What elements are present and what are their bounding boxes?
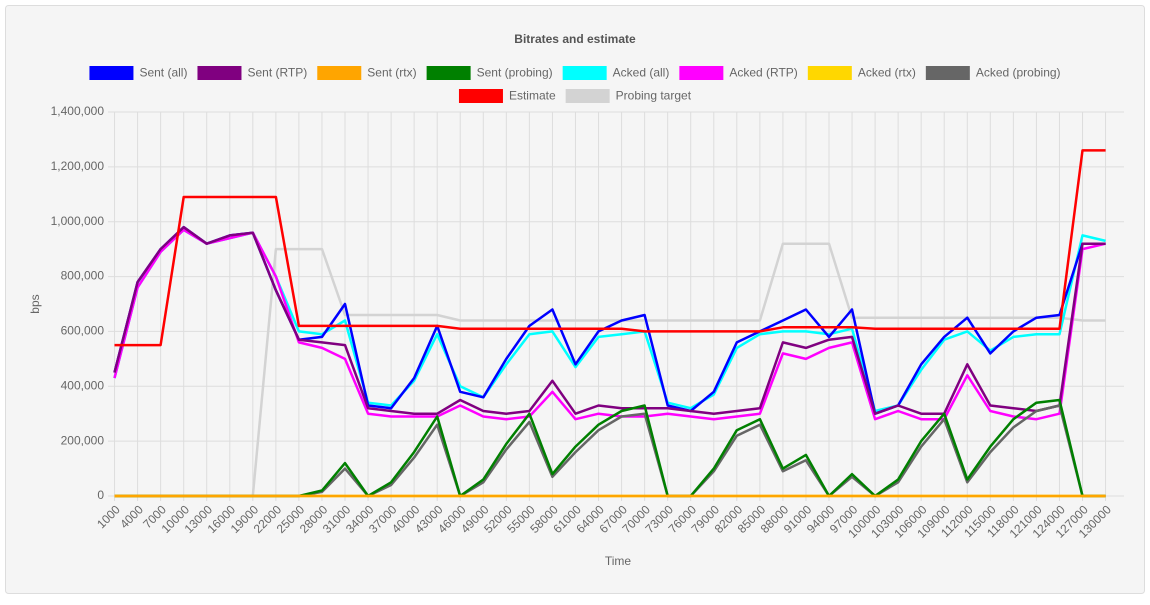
legend-swatch [565, 89, 610, 103]
y-tick-label: 0 [97, 488, 104, 502]
y-tick-label: 400,000 [61, 378, 105, 392]
legend-label: Acked (RTP) [729, 66, 797, 80]
legend-label: Sent (RTP) [247, 66, 307, 80]
legend-item: Sent (all) [89, 66, 187, 80]
legend-label: Estimate [509, 89, 556, 103]
legend-label: Sent (all) [139, 66, 187, 80]
y-tick-label: 1,400,000 [51, 104, 105, 118]
y-tick-label: 800,000 [61, 269, 105, 283]
legend-item: Acked (all) [562, 66, 670, 80]
legend-item: Acked (probing) [925, 66, 1061, 80]
legend-label: Acked (all) [613, 66, 670, 80]
y-axis-label: bps [28, 294, 42, 313]
legend-label: Probing target [616, 89, 692, 103]
legend-label: Sent (probing) [477, 66, 553, 80]
legend-item: Sent (rtx) [317, 66, 417, 80]
series-line [113, 225, 1106, 415]
legend-swatch [807, 66, 852, 80]
x-axis-label: Time [605, 554, 632, 568]
legend-item: Probing target [565, 89, 692, 103]
legend-swatch [458, 89, 503, 103]
series-line [114, 149, 1106, 347]
legend-label: Sent (rtx) [367, 66, 416, 80]
legend-swatch [925, 66, 970, 80]
legend-item: Sent (RTP) [197, 66, 307, 80]
legend-item: Acked (rtx) [807, 66, 916, 80]
legend-item: Estimate [458, 89, 556, 103]
legend-swatch [89, 66, 134, 80]
legend-swatch [562, 66, 607, 80]
legend-swatch [679, 66, 724, 80]
legend-swatch [317, 66, 362, 80]
legend-item: Sent (probing) [426, 66, 553, 80]
chart-title: Bitrates and estimate [514, 32, 636, 46]
legend-item: Acked (RTP) [679, 66, 798, 80]
y-tick-label: 1,200,000 [51, 159, 105, 173]
y-tick-label: 600,000 [61, 324, 105, 338]
y-tick-label: 200,000 [61, 433, 105, 447]
legend-swatch [426, 66, 471, 80]
series-line [114, 242, 1106, 498]
legend-swatch [197, 66, 242, 80]
legend-label: Acked (rtx) [858, 66, 916, 80]
legend-label: Acked (probing) [976, 66, 1061, 80]
y-tick-label: 1,000,000 [51, 214, 105, 228]
